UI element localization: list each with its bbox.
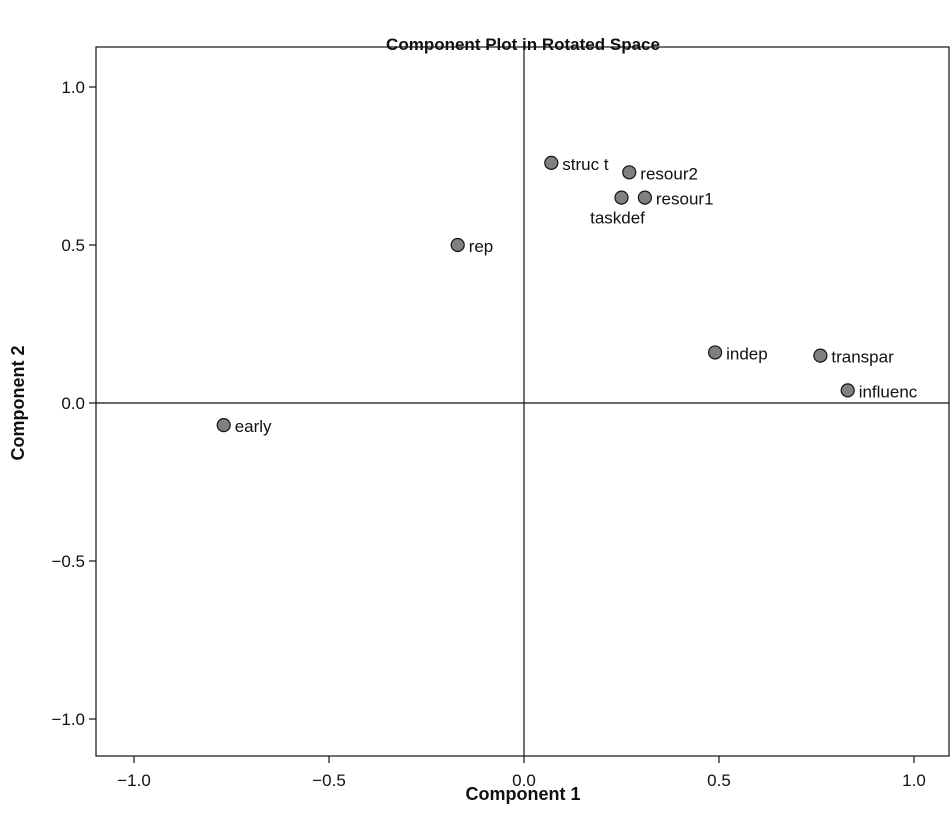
chart-title: Component Plot in Rotated Space: [386, 35, 660, 54]
data-point: [450, 237, 465, 253]
y-axis-ticks: 1.0 0.5 0.0 −0.5 −1.0: [51, 78, 96, 729]
x-tick-label: 0.5: [707, 771, 731, 790]
x-tick-label: −1.0: [117, 771, 151, 790]
y-axis-label: Component 2: [8, 346, 28, 461]
data-point: [813, 348, 828, 363]
x-tick-label: −0.5: [312, 771, 346, 790]
y-tick-label: −0.5: [51, 552, 85, 571]
point-label: taskdef: [590, 209, 645, 228]
y-tick-label: 1.0: [61, 78, 85, 97]
x-tick-label: 0.0: [512, 771, 536, 790]
x-axis-ticks: −1.0 −0.5 0.0 0.5 1.0: [117, 756, 926, 790]
x-tick-label: 1.0: [902, 771, 926, 790]
point-label: resour1: [656, 190, 714, 209]
point-label: transpar: [831, 348, 894, 367]
data-point: [840, 383, 855, 398]
point-label: struc t: [562, 155, 609, 174]
data-point: [637, 190, 653, 205]
y-tick-label: 0.5: [61, 236, 85, 255]
data-point: [707, 345, 723, 360]
point-label: influenc: [859, 382, 918, 401]
y-tick-label: 0.0: [61, 394, 85, 413]
y-tick-label: −1.0: [51, 710, 85, 729]
x-axis-label: Component 1: [466, 784, 581, 804]
plot-frame: [95, 46, 950, 757]
reference-lines: [96, 47, 949, 756]
data-point: [622, 165, 637, 180]
point-label: indep: [726, 344, 768, 363]
data-point: [216, 418, 231, 433]
point-label: early: [235, 417, 272, 436]
data-point: [544, 155, 559, 170]
point-label: resour2: [640, 164, 698, 183]
point-label: rep: [469, 237, 494, 256]
data-points: struc t resour2 taskdef resour1 rep indep tran…: [216, 155, 918, 436]
data-point: [614, 190, 629, 205]
